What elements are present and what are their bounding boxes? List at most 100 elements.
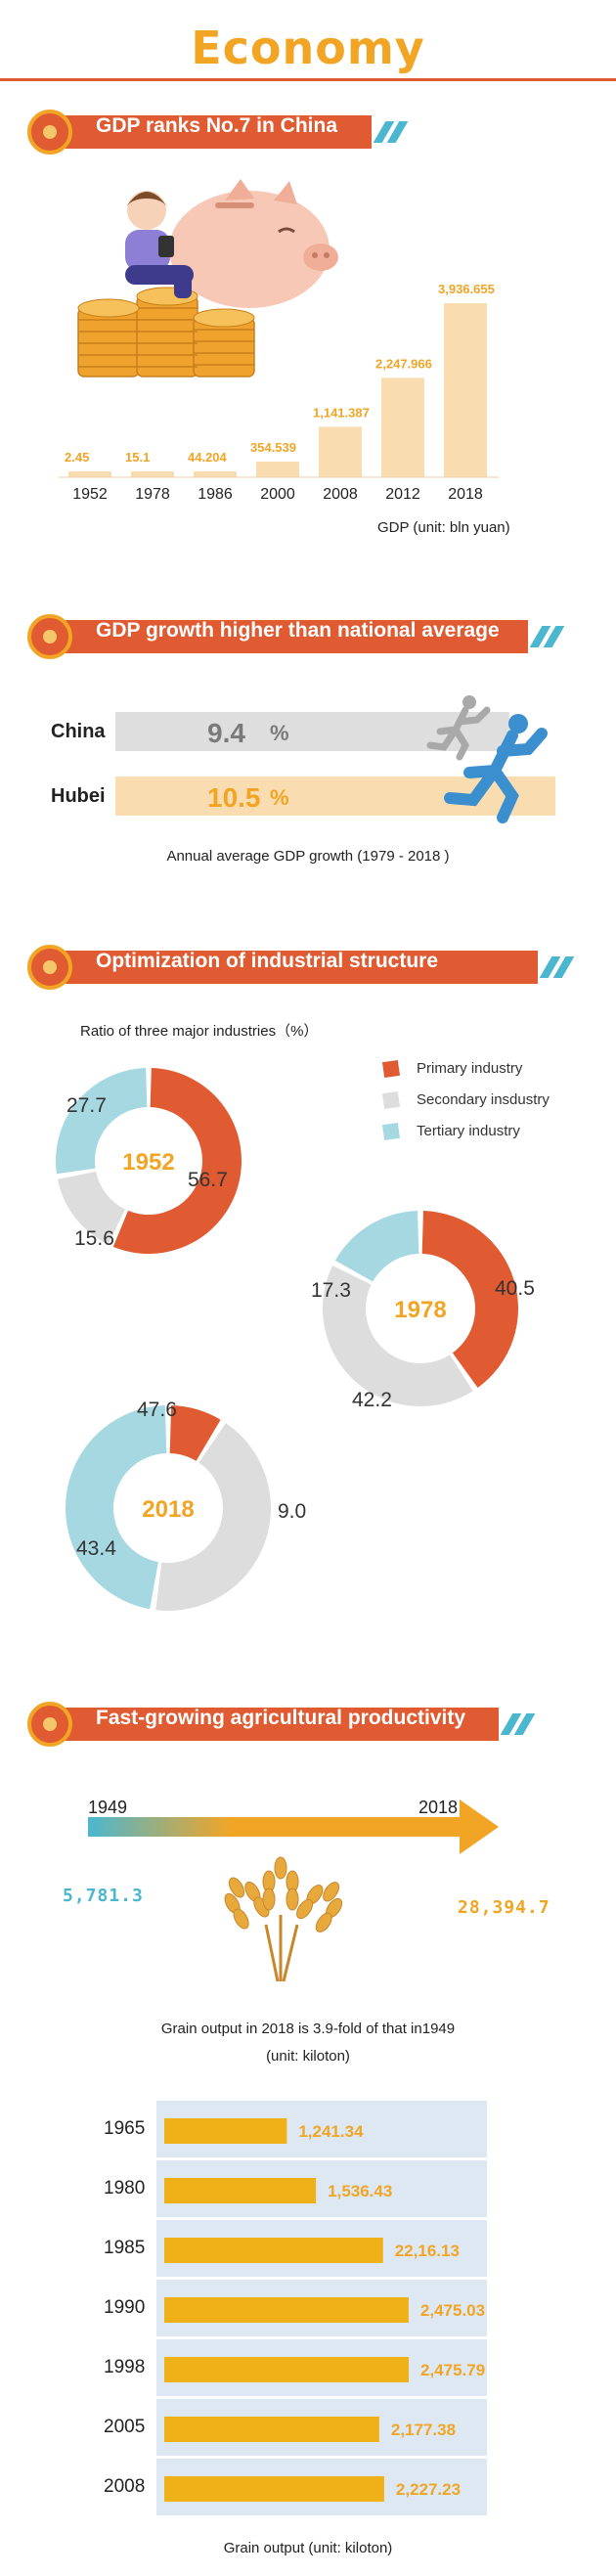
gdp-value-label: 354.539 — [250, 440, 296, 455]
grain-bar-1990 — [164, 2297, 409, 2323]
location-pin-icon — [27, 110, 72, 155]
grain-year-label: 2005 — [104, 2417, 145, 2437]
donut-slice-1952-1 — [57, 1171, 126, 1245]
gdp-bar-2018 — [444, 303, 487, 477]
gdp-value-label: 15.1 — [125, 450, 150, 465]
grain-note-unit: (unit: kiloton) — [266, 2048, 350, 2065]
growth-region-label: China — [51, 721, 106, 742]
gdp-bar-1986 — [194, 471, 237, 477]
location-pin-icon — [27, 1702, 72, 1747]
grain-value-label: 2,177.38 — [391, 2421, 456, 2439]
grain-bar-2008 — [164, 2476, 384, 2502]
arrow-end-value: 28,394.7 — [458, 1897, 550, 1918]
location-pin-icon — [27, 945, 72, 990]
gdp-value-label: 44.204 — [188, 450, 228, 465]
grain-year-label: 1985 — [104, 2238, 145, 2258]
location-pin-icon — [27, 614, 72, 659]
donut-chart-2018: 2018 9.0 43.4 47.6 — [65, 1399, 306, 1611]
growth-arrow — [88, 1799, 499, 1854]
donut-chart-1952: 1952 56.7 15.6 27.7 — [56, 1068, 242, 1254]
section-title-industry: Optimization of industrial structure — [96, 950, 439, 972]
arrow-end-year: 2018 — [418, 1798, 459, 1817]
donut-slice-2018-0 — [169, 1405, 221, 1461]
grain-value-label: 2,475.03 — [420, 2301, 485, 2320]
gdp-chart-caption: GDP (unit: bln yuan) — [377, 519, 510, 536]
donut-value-label: 17.3 — [311, 1279, 351, 1302]
donut-slice-1978-0 — [421, 1211, 518, 1388]
section-title-growth: GDP growth higher than national average — [96, 619, 500, 642]
gdp-year-label: 1978 — [135, 486, 170, 503]
grain-bar-1980 — [164, 2178, 317, 2203]
grain-note: Grain output in 2018 is 3.9-fold of that… — [160, 2021, 456, 2037]
donut-slice-1978-1 — [323, 1266, 473, 1406]
legend-swatch-tertiary — [381, 1122, 401, 1141]
grain-chart-caption: Grain output (unit: kiloton) — [223, 2540, 393, 2556]
grain-value-label: 1,241.34 — [298, 2122, 364, 2141]
industry-chart-subtitle: Ratio of three major industries（%） — [80, 1023, 319, 1040]
donut-value-label: 15.6 — [74, 1227, 114, 1250]
legend-label-secondary: Secondary insdustry — [417, 1091, 550, 1108]
grain-value-label: 2,475.79 — [420, 2361, 485, 2379]
grain-bar-2005 — [164, 2417, 379, 2442]
gdp-value-label: 1,141.387 — [313, 405, 370, 420]
grain-year-label: 1980 — [104, 2178, 145, 2198]
donut-value-label: 56.7 — [188, 1169, 228, 1191]
gdp-bar-2000 — [256, 461, 299, 477]
piggy-bank-illustration — [77, 179, 338, 378]
gdp-bar-2012 — [381, 378, 424, 477]
donut-slice-2018-1 — [155, 1423, 271, 1611]
grain-year-label: 1998 — [104, 2357, 145, 2377]
person-icon — [125, 191, 194, 298]
grain-value-label: 1,536.43 — [328, 2182, 392, 2200]
runner-icon-china — [426, 695, 491, 761]
gdp-value-label: 2.45 — [65, 450, 89, 465]
donut-year-label: 1978 — [394, 1297, 446, 1323]
legend-label-tertiary: Tertiary industry — [417, 1123, 520, 1139]
donut-slice-1952-0 — [112, 1068, 242, 1254]
grain-bar-1985 — [164, 2238, 383, 2263]
growth-value-label: 10.5 — [207, 782, 261, 813]
growth-unit-label: % — [270, 785, 289, 810]
grain-value-label: 22,16.13 — [395, 2242, 460, 2260]
growth-region-label: Hubei — [51, 785, 106, 807]
donut-slice-2018-2 — [65, 1405, 167, 1610]
legend-label-primary: Primary industry — [417, 1060, 523, 1077]
gdp-value-label: 2,247.966 — [375, 356, 432, 371]
arrow-start-year: 1949 — [88, 1798, 128, 1817]
gdp-bar-1978 — [131, 471, 174, 477]
donut-value-label: 47.6 — [137, 1399, 177, 1421]
gdp-bar-1952 — [68, 471, 111, 477]
gdp-bar-2008 — [319, 426, 362, 477]
gdp-year-label: 2018 — [448, 486, 483, 503]
donut-year-label: 1952 — [122, 1149, 174, 1176]
donut-slice-1978-2 — [334, 1211, 419, 1282]
grain-bar-1965 — [164, 2118, 287, 2144]
growth-chart-caption: Annual average GDP growth (1979 - 2018 ) — [166, 848, 450, 865]
growth-unit-label: % — [270, 721, 289, 745]
section-title-agriculture: Fast-growing agricultural productivity — [96, 1707, 466, 1729]
section-title-gdp: GDP ranks No.7 in China — [96, 114, 338, 137]
gdp-bar-chart: 2.45 1952 15.1 1978 44.204 1986 354.539 2000 1,1… — [59, 282, 499, 503]
coin-stacks-icon — [77, 287, 255, 378]
gdp-year-label: 1986 — [198, 486, 233, 503]
piggy-bank-icon — [169, 179, 338, 308]
gdp-year-label: 1952 — [72, 486, 108, 503]
grain-value-label: 2,227.23 — [396, 2480, 461, 2499]
gdp-year-label: 2012 — [385, 486, 420, 503]
gdp-year-label: 2000 — [260, 486, 295, 503]
donut-year-label: 2018 — [142, 1496, 194, 1523]
growth-value-label: 9.4 — [207, 718, 245, 748]
gdp-year-label: 2008 — [323, 486, 358, 503]
legend-swatch-secondary — [381, 1090, 401, 1110]
donut-value-label: 27.7 — [66, 1094, 107, 1117]
grain-year-label: 1990 — [104, 2297, 145, 2318]
grain-bar-1998 — [164, 2357, 409, 2382]
donut-value-label: 43.4 — [76, 1537, 116, 1560]
donut-value-label: 42.2 — [352, 1389, 392, 1411]
grain-year-label: 2008 — [104, 2476, 145, 2497]
wheat-icon — [224, 1856, 343, 1982]
title-divider — [0, 78, 616, 81]
gdp-growth-bar-chart: China 9.4 % Hubei 10.5% — [51, 695, 555, 823]
gdp-value-label: 3,936.655 — [438, 282, 495, 296]
arrow-start-value: 5,781.3 — [63, 1886, 144, 1906]
